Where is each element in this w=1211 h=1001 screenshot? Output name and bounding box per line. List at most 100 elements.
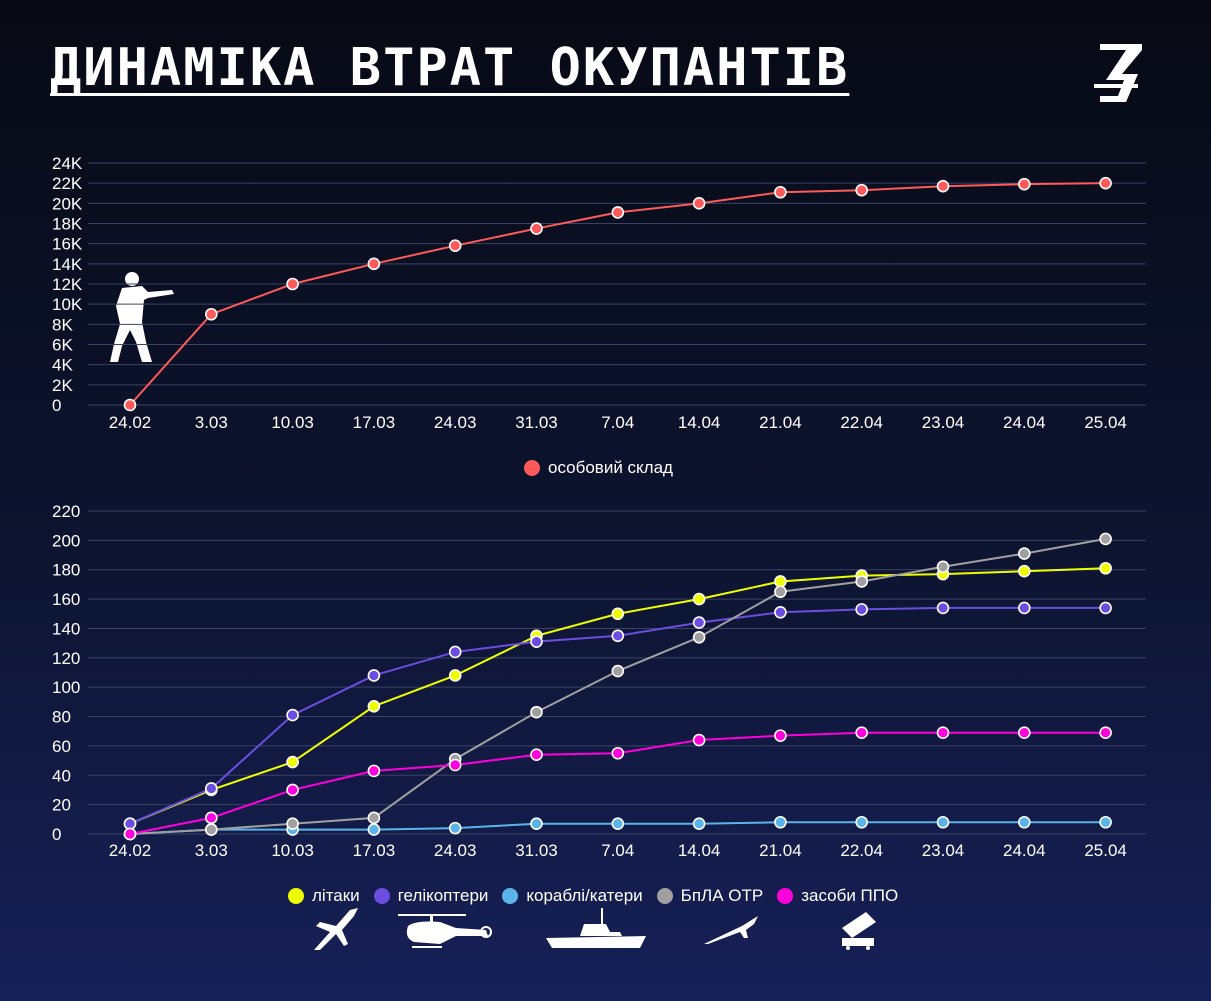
x-tick-label: 24.04 bbox=[1003, 841, 1046, 860]
y-tick-label: 16K bbox=[52, 235, 83, 254]
legend-ships-label: кораблі/катери bbox=[526, 886, 643, 905]
equipment-chart: 0 20 40 60 80 100 120 140 160 180 200 220 24.02 3.03 1… bbox=[52, 510, 1146, 860]
legend-planes-label: літаки bbox=[312, 886, 360, 905]
y-tick-label: 20 bbox=[52, 796, 71, 815]
data-point bbox=[692, 733, 706, 747]
x-tick-label: 14.04 bbox=[678, 841, 721, 860]
data-point bbox=[1018, 815, 1031, 829]
legend-uav-label: БпЛА ОТР bbox=[680, 886, 764, 905]
data-point bbox=[1018, 177, 1031, 191]
data-point bbox=[448, 669, 462, 682]
legend-personnel-label: особовий склад bbox=[548, 458, 673, 477]
x-tick-label: 31.03 bbox=[515, 413, 558, 432]
x-tick-label: 14.04 bbox=[678, 413, 721, 432]
y-tick-label: 40 bbox=[52, 766, 71, 785]
series-line bbox=[129, 537, 1106, 835]
data-point bbox=[123, 817, 137, 831]
x-tick-label: 22.04 bbox=[840, 413, 883, 432]
data-point bbox=[448, 821, 462, 835]
x-tick-label: 24.04 bbox=[1003, 413, 1046, 432]
data-point bbox=[448, 758, 462, 772]
x-tick-label: 21.04 bbox=[759, 413, 802, 432]
y-tick-label: 22K bbox=[52, 174, 83, 193]
y-tick-label: 8K bbox=[52, 315, 73, 334]
data-point bbox=[1018, 601, 1031, 615]
data-point bbox=[367, 811, 381, 825]
data-point bbox=[286, 817, 299, 831]
data-point bbox=[855, 575, 869, 588]
data-point bbox=[286, 783, 299, 797]
legend-item-helicopters: гелікоптери bbox=[373, 886, 489, 906]
x-tick-label: 23.04 bbox=[922, 841, 965, 860]
data-point bbox=[692, 592, 706, 606]
data-point bbox=[936, 726, 950, 739]
y-tick-label: 24K bbox=[52, 154, 83, 173]
data-point bbox=[855, 815, 869, 829]
data-point bbox=[774, 185, 787, 199]
y-tick-label: 180 bbox=[52, 561, 80, 580]
data-point bbox=[774, 815, 787, 829]
data-point bbox=[855, 183, 869, 197]
data-point bbox=[205, 782, 218, 795]
data-point bbox=[611, 746, 625, 760]
y-tick-label: 100 bbox=[52, 678, 80, 697]
data-point bbox=[1099, 532, 1112, 546]
y-tick-label: 14K bbox=[52, 255, 83, 274]
y-tick-label: 140 bbox=[52, 619, 80, 638]
data-point bbox=[936, 601, 950, 615]
y-tick-label: 60 bbox=[52, 737, 71, 756]
y-tick-label: 160 bbox=[52, 590, 80, 609]
x-tick-label: 10.03 bbox=[271, 841, 314, 860]
y-tick-label: 4K bbox=[52, 356, 73, 375]
x-tick-label: 17.03 bbox=[353, 841, 396, 860]
y-tick-label: 6K bbox=[52, 336, 73, 355]
data-point bbox=[774, 575, 787, 588]
data-point bbox=[1099, 561, 1112, 575]
x-tick-label: 10.03 bbox=[271, 413, 314, 432]
data-point bbox=[774, 729, 787, 742]
data-point bbox=[1099, 726, 1112, 739]
y-tick-label: 0 bbox=[52, 825, 61, 844]
y-tick-label: 12K bbox=[52, 275, 83, 294]
y-tick-label: 0 bbox=[52, 396, 61, 415]
data-point bbox=[1018, 547, 1031, 560]
data-point bbox=[774, 585, 787, 599]
data-point bbox=[448, 645, 462, 659]
x-tick-label: 24.02 bbox=[109, 841, 152, 860]
data-point bbox=[530, 635, 543, 648]
x-tick-label: 23.04 bbox=[922, 413, 965, 432]
x-tick-label: 24.03 bbox=[434, 413, 477, 432]
data-point bbox=[611, 607, 625, 621]
legend-air-defense-label: засоби ППО bbox=[801, 886, 899, 905]
x-tick-label: 3.03 bbox=[195, 841, 228, 860]
legend-helicopters-label: гелікоптери bbox=[397, 886, 489, 905]
legend-equipment: літаки гелікоптери кораблі/катери БпЛА О… bbox=[288, 886, 898, 906]
data-point bbox=[855, 726, 869, 739]
data-point bbox=[205, 307, 218, 321]
legend-item-air-defense: засоби ППО bbox=[777, 886, 898, 906]
page-title: ДИНАМІКА ВТРАТ ОКУПАНТІВ bbox=[50, 38, 850, 98]
y-tick-label: 2K bbox=[52, 376, 73, 395]
data-point bbox=[1099, 815, 1112, 829]
legend-uav-dot bbox=[656, 888, 673, 904]
x-tick-label: 24.03 bbox=[434, 841, 477, 860]
data-point bbox=[1018, 564, 1031, 578]
ship-icon bbox=[546, 908, 646, 948]
legend-personnel: особовий склад bbox=[524, 458, 673, 478]
data-point bbox=[936, 179, 950, 193]
data-point bbox=[205, 823, 218, 836]
x-tick-label: 17.03 bbox=[353, 413, 396, 432]
data-point bbox=[1099, 176, 1112, 190]
legend-planes-dot bbox=[288, 888, 304, 904]
data-point bbox=[530, 817, 543, 831]
data-point bbox=[1018, 726, 1031, 739]
data-point bbox=[611, 664, 625, 678]
x-tick-label: 25.04 bbox=[1084, 841, 1127, 860]
legend-item-planes: літаки bbox=[288, 886, 360, 906]
plane-icon bbox=[314, 908, 358, 950]
logo-icon bbox=[1094, 44, 1142, 102]
data-point bbox=[936, 560, 950, 574]
y-tick-label: 80 bbox=[52, 708, 71, 727]
data-point bbox=[692, 197, 706, 210]
